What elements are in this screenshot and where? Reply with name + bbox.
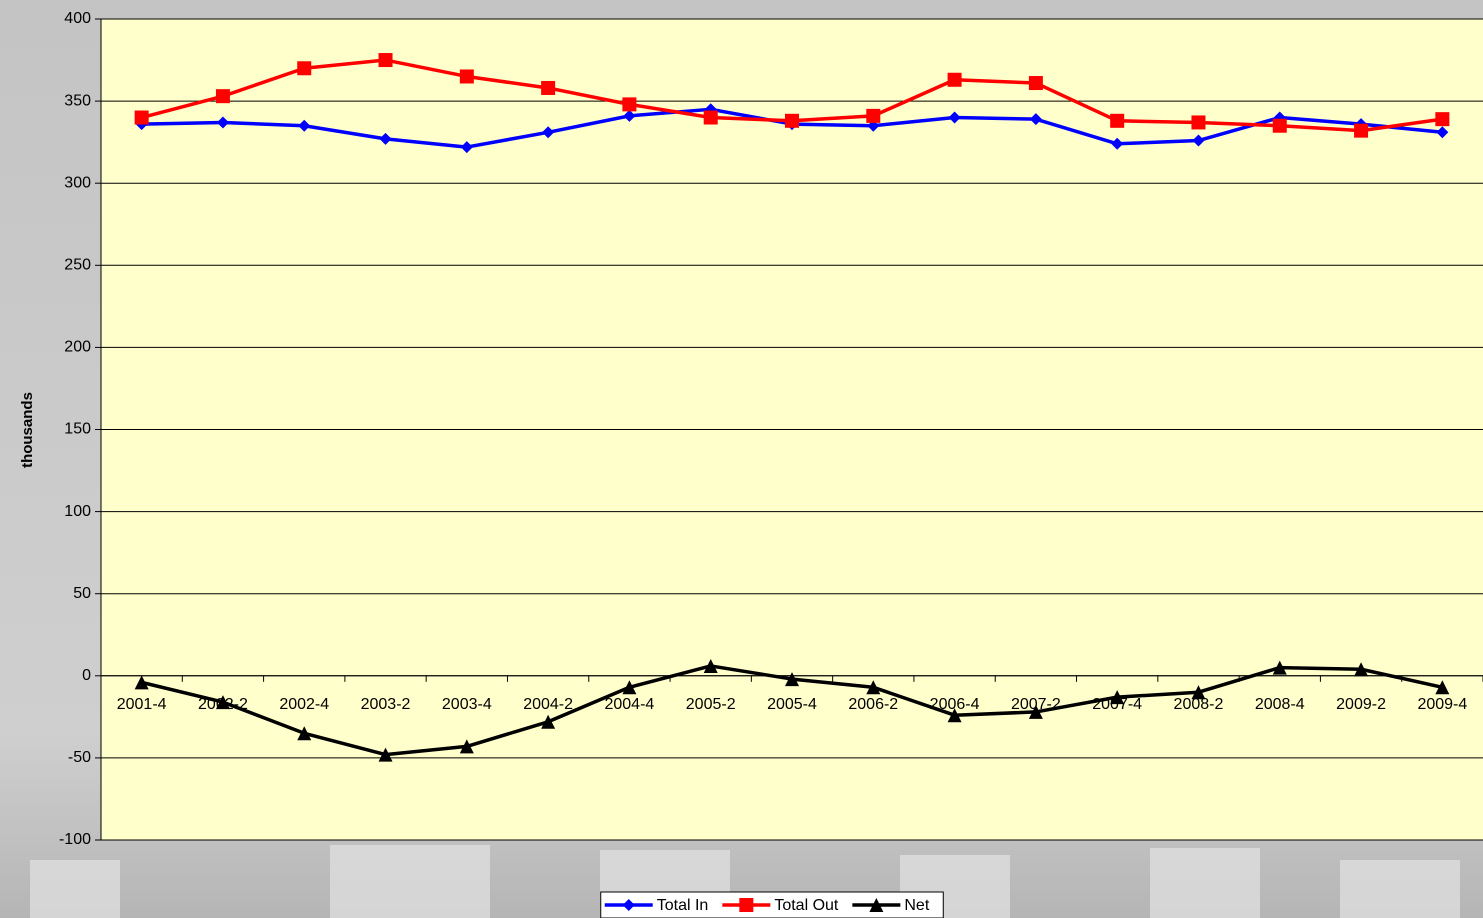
y-tick-label: 50 xyxy=(73,585,91,602)
chart: thousands -100 -50 0 50 100 150 200 250 300 350 40… xyxy=(0,0,1483,918)
data-point xyxy=(541,81,555,95)
x-tick-label: 2006-2 xyxy=(848,696,898,713)
data-point xyxy=(785,114,799,128)
y-tick-label: 100 xyxy=(64,503,91,520)
y-tick-label: 0 xyxy=(82,667,91,684)
y-tick-label: 200 xyxy=(64,339,91,356)
legend-label: Total Out xyxy=(774,897,839,914)
data-point xyxy=(1191,115,1205,129)
legend-marker xyxy=(739,898,753,912)
data-point xyxy=(379,53,393,67)
x-tick-label: 2003-4 xyxy=(442,696,492,713)
y-tick-label: -100 xyxy=(59,831,91,848)
x-tick-label: 2005-2 xyxy=(686,696,736,713)
page: thousands -100 -50 0 50 100 150 200 250 300 350 40… xyxy=(0,0,1483,918)
legend: Total In Total Out Net xyxy=(601,892,944,918)
data-point xyxy=(1029,76,1043,90)
data-point xyxy=(948,73,962,87)
y-tick-label: 250 xyxy=(64,257,91,274)
data-point xyxy=(622,97,636,111)
data-point xyxy=(297,61,311,75)
x-tick-label: 2008-4 xyxy=(1255,696,1305,713)
legend-label: Total In xyxy=(657,897,709,914)
x-tick-label: 2009-4 xyxy=(1417,696,1467,713)
y-tick-label: 300 xyxy=(64,174,91,191)
x-tick-label: 2004-2 xyxy=(523,696,573,713)
x-tick-label: 2009-2 xyxy=(1336,696,1386,713)
data-point xyxy=(1273,119,1287,133)
data-point xyxy=(460,69,474,83)
x-tick-label: 2001-4 xyxy=(117,696,167,713)
y-tick-label: 400 xyxy=(64,10,91,27)
data-point xyxy=(866,109,880,123)
y-tick-label: 150 xyxy=(64,421,91,438)
x-tick-label: 2002-4 xyxy=(279,696,329,713)
y-tick-label: 350 xyxy=(64,92,91,109)
y-tick-label: -50 xyxy=(68,749,91,766)
data-point xyxy=(135,111,149,125)
data-point xyxy=(704,111,718,125)
x-tick-label: 2003-2 xyxy=(361,696,411,713)
data-point xyxy=(1435,112,1449,126)
data-point xyxy=(1110,114,1124,128)
data-point xyxy=(216,89,230,103)
data-point xyxy=(1354,124,1368,138)
y-axis-label: thousands xyxy=(19,392,36,468)
x-tick-label: 2004-4 xyxy=(604,696,654,713)
legend-item: Total Out xyxy=(722,897,839,914)
x-tick-label: 2005-4 xyxy=(767,696,817,713)
legend-label: Net xyxy=(904,897,929,914)
